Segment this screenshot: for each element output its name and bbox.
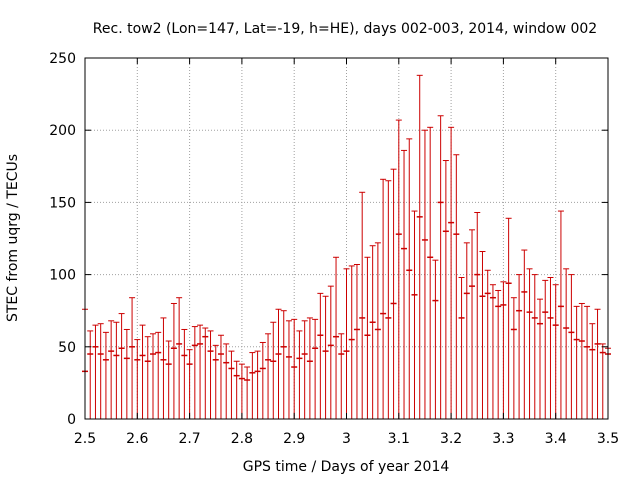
axes: 2.5 2.6 2.7 2.8 2.9 3 3.1 3.2 3.3 3.4 3.5 0 50 100 150…	[49, 51, 619, 447]
y-tick-label: 100	[49, 268, 76, 284]
chart-title: Rec. tow2 (Lon=147, Lat=-19, h=HE), days…	[93, 21, 597, 37]
x-tick-label: 3.4	[545, 431, 567, 447]
x-tick-label: 2.9	[283, 431, 305, 447]
x-tick-label: 2.7	[178, 431, 200, 447]
data-series	[82, 74, 611, 419]
x-tick-label: 2.5	[74, 431, 96, 447]
x-tick-label: 3.5	[597, 431, 619, 447]
x-tick-label: 3.1	[388, 431, 410, 447]
y-tick-label: 250	[49, 51, 76, 67]
y-tick-label: 50	[58, 340, 76, 356]
x-tick-label: 3.2	[440, 431, 462, 447]
y-tick-label: 150	[49, 195, 76, 211]
x-tick-label: 2.6	[126, 431, 148, 447]
x-tick-label: 3.3	[492, 431, 514, 447]
x-tick-label: 2.8	[231, 431, 253, 447]
y-tick-label: 0	[67, 412, 76, 428]
y-axis-label: STEC from uqrg / TECUs	[5, 154, 21, 322]
x-tick-label: 3	[342, 431, 351, 447]
y-tick-label: 200	[49, 123, 76, 139]
x-axis-label: GPS time / Days of year 2014	[243, 459, 450, 475]
